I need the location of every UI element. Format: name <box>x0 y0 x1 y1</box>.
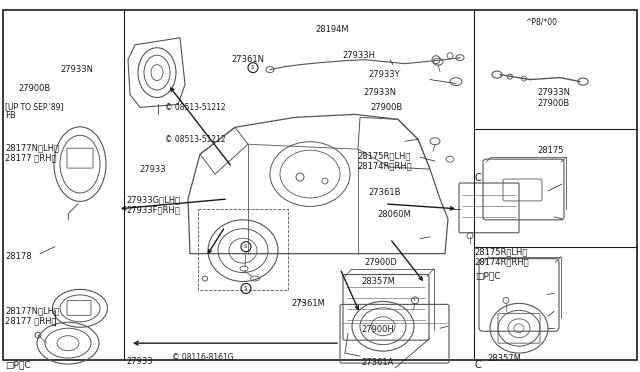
Text: 28177N〈LH〉: 28177N〈LH〉 <box>5 307 59 315</box>
Text: S: S <box>244 286 248 291</box>
Text: 27900B: 27900B <box>18 84 50 93</box>
Text: 28175R〈LH〉: 28175R〈LH〉 <box>358 151 411 160</box>
Text: 28174R〈RH〉: 28174R〈RH〉 <box>475 257 529 266</box>
Text: □P：C: □P：C <box>475 271 500 280</box>
Text: 27900H: 27900H <box>361 325 394 334</box>
Text: 27933N: 27933N <box>61 65 94 74</box>
Text: □P：C: □P：C <box>5 361 31 370</box>
Text: © 08513-51212: © 08513-51212 <box>165 135 226 144</box>
Text: 27933N: 27933N <box>364 88 397 97</box>
Text: ^P8/*00·: ^P8/*00· <box>525 18 559 27</box>
Text: 28357M: 28357M <box>361 277 395 286</box>
Text: 28177 〈RH〉: 28177 〈RH〉 <box>5 316 56 326</box>
Text: 27933F〈RH〉: 27933F〈RH〉 <box>127 205 180 214</box>
Text: 28175R〈LH〉: 28175R〈LH〉 <box>475 247 528 256</box>
Text: 27361A: 27361A <box>361 358 394 367</box>
Text: 28357M: 28357M <box>488 355 522 363</box>
Text: 27900B: 27900B <box>371 103 403 112</box>
Text: 28178: 28178 <box>5 251 32 261</box>
Text: 27933: 27933 <box>127 357 154 366</box>
Text: 27933G〈LH〉: 27933G〈LH〉 <box>127 195 181 204</box>
Text: 27933Y: 27933Y <box>368 70 399 78</box>
Text: 28174R〈RH〉: 28174R〈RH〉 <box>358 161 412 170</box>
Text: 27933H: 27933H <box>342 51 376 60</box>
Text: 27933: 27933 <box>140 165 166 174</box>
Text: © 08116-8161G: © 08116-8161G <box>172 353 233 362</box>
Text: 27900D: 27900D <box>364 258 397 267</box>
Text: 28177N〈LH〉: 28177N〈LH〉 <box>5 144 59 153</box>
Text: 28060M: 28060M <box>377 210 411 219</box>
Text: [UP TO SEP.'89]: [UP TO SEP.'89] <box>5 102 63 111</box>
Text: C: C <box>475 360 482 370</box>
Text: 28194M: 28194M <box>316 25 349 34</box>
Text: C: C <box>475 173 482 183</box>
Text: 27361M: 27361M <box>292 299 326 308</box>
Text: 28175: 28175 <box>538 146 564 155</box>
Bar <box>198 209 288 291</box>
Text: 27361N: 27361N <box>232 55 265 64</box>
Text: FB: FB <box>5 111 16 120</box>
Text: 27900B: 27900B <box>538 99 570 108</box>
Text: © 08513-51212: © 08513-51212 <box>165 103 226 112</box>
Text: 27933N: 27933N <box>538 88 571 97</box>
Text: 27361B: 27361B <box>369 188 401 197</box>
Text: 28177 〈RH〉: 28177 〈RH〉 <box>5 154 56 163</box>
Text: S: S <box>252 65 255 70</box>
Text: S: S <box>244 244 248 249</box>
